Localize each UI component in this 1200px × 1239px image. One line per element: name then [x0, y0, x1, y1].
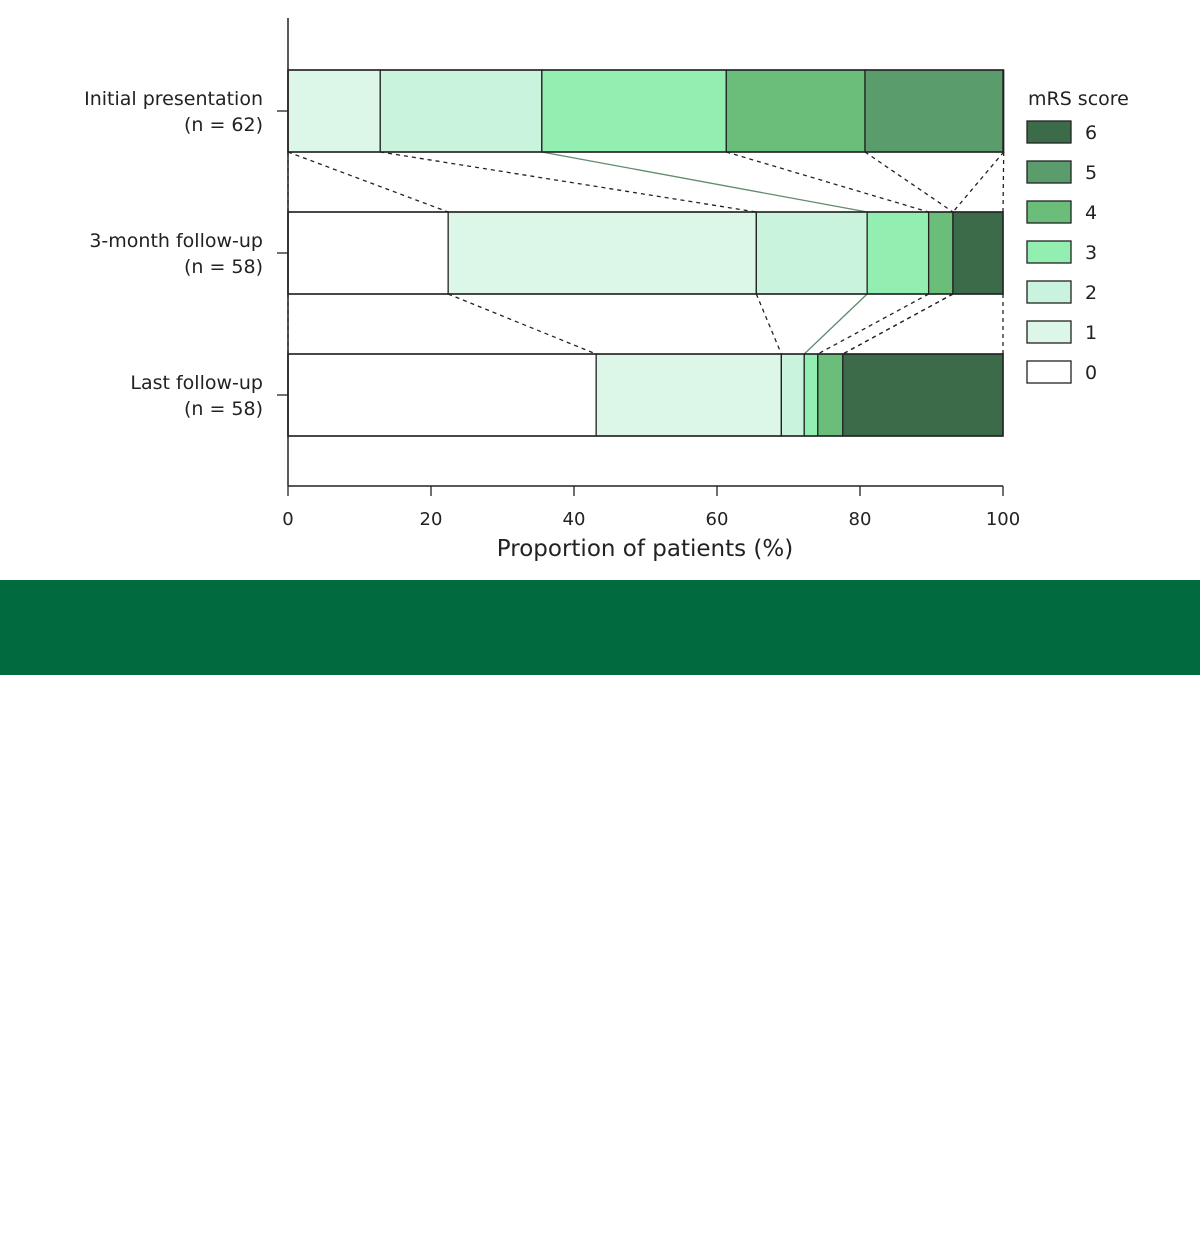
category-label-n: (n = 58)	[184, 256, 263, 278]
x-tick-label: 100	[986, 509, 1020, 530]
x-tick-label: 0	[282, 509, 293, 530]
legend-label: 5	[1085, 162, 1097, 184]
legend-swatch-mrs-3	[1026, 240, 1072, 264]
registered-mark: ®	[1107, 1182, 1115, 1191]
bar-segment-mrs-5	[864, 69, 1005, 153]
legend-swatch-mrs-6	[1026, 120, 1072, 144]
bar-segment-mrs-1	[595, 353, 782, 437]
bar-segment-mrs-4	[725, 69, 866, 153]
bar-segment-mrs-3	[866, 211, 930, 295]
connector-line	[803, 293, 868, 355]
journal-footer-banner: Neurology® Neuroimmunology & Neuroinflam…	[0, 580, 1200, 1238]
category-label: Initial presentation	[84, 88, 263, 110]
category-label-n: (n = 62)	[184, 114, 263, 136]
bar-segment-mrs-0	[287, 353, 597, 437]
bar-segment-mrs-3	[541, 69, 727, 153]
legend-title: mRS score	[1028, 88, 1129, 110]
connector-line	[952, 151, 1005, 213]
journal-logo: Neurology® Neuroimmunology & Neuroinflam…	[990, 1174, 1190, 1238]
connector-line	[541, 151, 868, 213]
legend-label: 0	[1085, 362, 1097, 384]
bar-segment-mrs-3	[803, 353, 819, 437]
x-tick-label: 60	[706, 509, 729, 530]
legend-label: 4	[1085, 202, 1097, 224]
connector-line	[447, 293, 597, 355]
bar-segment-mrs-1	[287, 69, 381, 153]
bar-segment-mrs-0	[287, 211, 449, 295]
bar-segment-mrs-2	[755, 211, 868, 295]
legend-swatch-mrs-2	[1026, 280, 1072, 304]
bar-segment-mrs-2	[780, 353, 805, 437]
legend-swatch-mrs-0	[1026, 360, 1072, 384]
connector-line	[1002, 151, 1005, 213]
journal-subtitle-line1: Neuroimmunology	[990, 1199, 1160, 1220]
connector-line	[755, 293, 782, 355]
category-label: Last follow-up	[130, 372, 263, 394]
bar-segment-mrs-6	[952, 211, 1004, 295]
legend-swatch-mrs-1	[1026, 320, 1072, 344]
legend-swatch-mrs-4	[1026, 200, 1072, 224]
category-label: 3-month follow-up	[89, 230, 263, 252]
category-label-n: (n = 58)	[184, 398, 263, 420]
journal-subtitle-line2: & Neuroinflammation	[990, 1218, 1190, 1239]
bar-segment-mrs-6	[842, 353, 1004, 437]
legend-swatch-mrs-5	[1026, 160, 1072, 184]
stacked-bar-chart: Initial presentation (n = 62) 3-month foll…	[84, 18, 1129, 562]
bar-segment-mrs-4	[817, 353, 844, 437]
bar-segment-mrs-1	[447, 211, 757, 295]
connector-line	[817, 293, 929, 355]
legend-label: 3	[1085, 242, 1097, 264]
connector-line	[842, 293, 954, 355]
legend-label: 1	[1085, 322, 1097, 344]
x-tick-label: 20	[420, 509, 443, 530]
legend-label: 2	[1085, 282, 1097, 304]
bar-segment-mrs-4	[927, 211, 954, 295]
connector-line	[864, 151, 954, 213]
x-tick-label: 40	[563, 509, 586, 530]
x-axis-title: Proportion of patients (%)	[497, 536, 793, 562]
x-tick-label: 80	[849, 509, 872, 530]
journal-name: Neurology	[990, 1174, 1107, 1199]
connector-line	[726, 151, 929, 213]
connector-line	[287, 151, 449, 213]
bar-segment-mrs-2	[379, 69, 543, 153]
legend-label: 6	[1085, 122, 1097, 144]
connector-line	[380, 151, 757, 213]
